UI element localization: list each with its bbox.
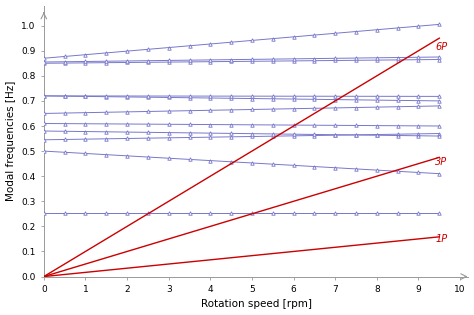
Y-axis label: Modal frequencies [Hz]: Modal frequencies [Hz] — [6, 81, 16, 201]
Text: 3P: 3P — [435, 158, 447, 167]
Text: 1P: 1P — [435, 234, 447, 244]
Text: 6P: 6P — [435, 42, 447, 52]
X-axis label: Rotation speed [rpm]: Rotation speed [rpm] — [201, 300, 311, 309]
